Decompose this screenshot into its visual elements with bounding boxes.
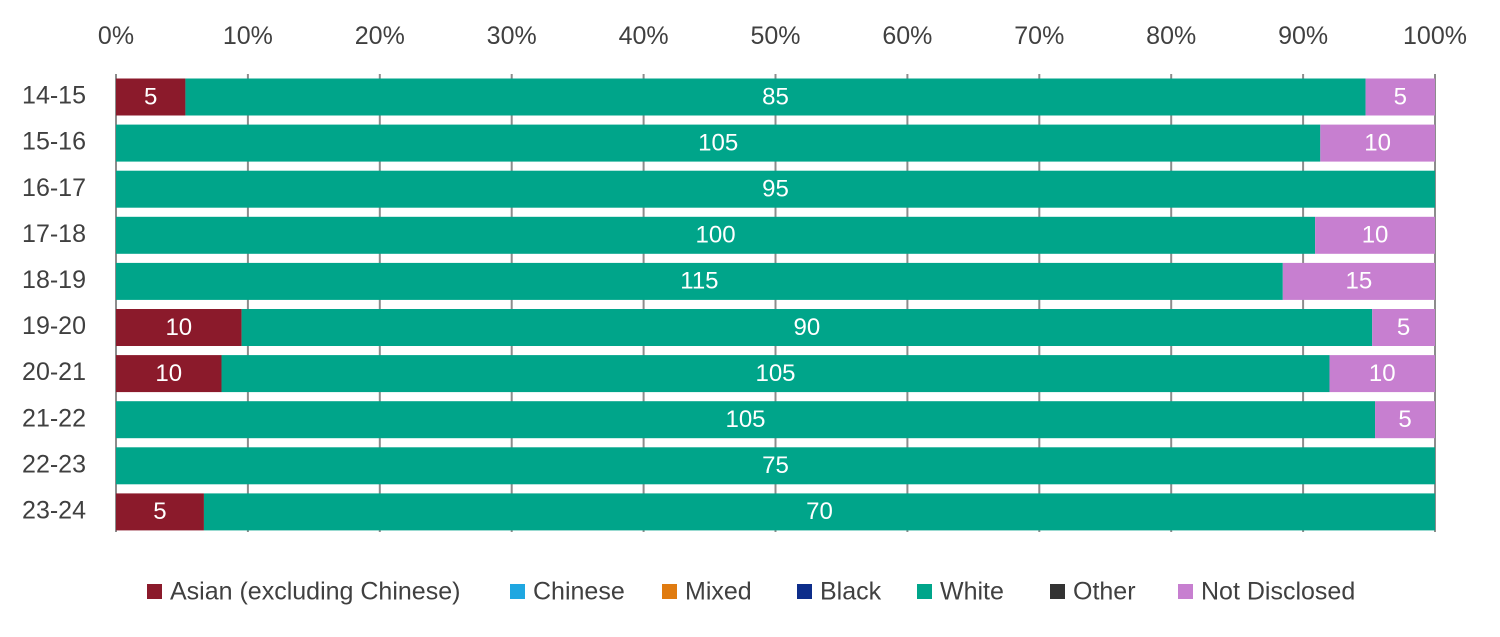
bar-segment [116,78,186,116]
legend-swatch [797,584,812,599]
data-label: 10 [165,314,192,341]
category-label: 17-18 [22,220,86,248]
bars-layer [116,78,1435,531]
x-tick-label: 100% [1403,22,1467,50]
bar-segment [185,78,1366,116]
category-label: 16-17 [22,174,86,202]
data-label: 105 [725,406,765,433]
data-label: 10 [1364,129,1391,156]
legend-swatch [662,584,677,599]
data-label: 5 [1397,314,1410,341]
category-label: 21-22 [22,404,86,432]
data-label: 115 [680,268,718,295]
category-label: 18-19 [22,266,86,294]
data-label: 105 [755,360,795,387]
bar-segment [1329,355,1435,393]
legend: Asian (excluding Chinese) Chinese Mixed Bla… [147,578,1355,606]
x-tick-label: 80% [1146,22,1196,50]
data-label: 15 [1346,268,1373,295]
x-tick-label: 0% [98,22,134,50]
bar-segment [221,355,1330,393]
data-label: 85 [762,83,789,110]
x-tick-label: 90% [1278,22,1328,50]
x-tick-label: 20% [355,22,405,50]
bar-segment [1372,309,1435,346]
x-tick-label: 50% [750,22,800,50]
data-label: 100 [696,222,736,249]
legend-swatch [917,584,932,599]
category-label: 20-21 [22,358,86,386]
category-label: 14-15 [22,82,86,110]
data-label: 10 [1362,222,1389,249]
data-label: 70 [806,498,833,525]
category-label: 15-16 [22,128,86,156]
legend-swatch [1050,584,1065,599]
x-tick-label: 30% [487,22,537,50]
bar-segment [116,124,1321,162]
data-label: 5 [1394,83,1407,110]
bar-segment [1375,401,1435,439]
bar-segment [116,216,1316,254]
data-label: 90 [794,314,821,341]
data-label: 5 [144,83,157,110]
legend-label: Asian (excluding Chinese) [170,578,460,606]
bar-segment [1365,78,1435,116]
x-tick-label: 60% [882,22,932,50]
legend-label: Mixed [685,578,752,606]
legend-swatch [147,584,162,599]
data-label: 10 [1369,360,1396,387]
bar-segment [116,355,222,393]
bar-segment [203,493,1435,531]
data-label: 95 [762,176,789,203]
data-label: 10 [155,360,182,387]
bar-segment [1320,124,1435,162]
bar-segment [116,447,1435,485]
data-label: 5 [1398,406,1411,433]
legend-label: White [940,578,1004,606]
data-label: 105 [698,129,738,156]
legend-swatch [1178,584,1193,599]
bar-segment [116,262,1283,300]
axis-labels-layer: 0% 10% 20% 30% 40% 50% 60% 70% 80% 90% 100% 14-15 15… [22,22,1467,525]
x-tick-label: 10% [223,22,273,50]
legend-swatch [510,584,525,599]
x-tick-label: 70% [1014,22,1064,50]
bar-segment [116,493,204,531]
category-label: 19-20 [22,312,86,340]
category-label: 23-24 [22,497,86,525]
category-label: 22-23 [22,450,86,478]
bar-segment [241,309,1373,346]
data-label: 5 [153,498,166,525]
data-label: 75 [762,452,789,479]
bar-segment [116,309,242,346]
bar-segment [1282,262,1435,300]
bar-segment [1315,216,1435,254]
bar-segment [116,401,1376,439]
legend-label: Not Disclosed [1201,578,1355,606]
legend-label: Chinese [533,578,625,606]
x-tick-label: 40% [619,22,669,50]
legend-label: Other [1073,578,1136,606]
bar-segment [116,170,1435,208]
legend-label: Black [820,578,882,606]
